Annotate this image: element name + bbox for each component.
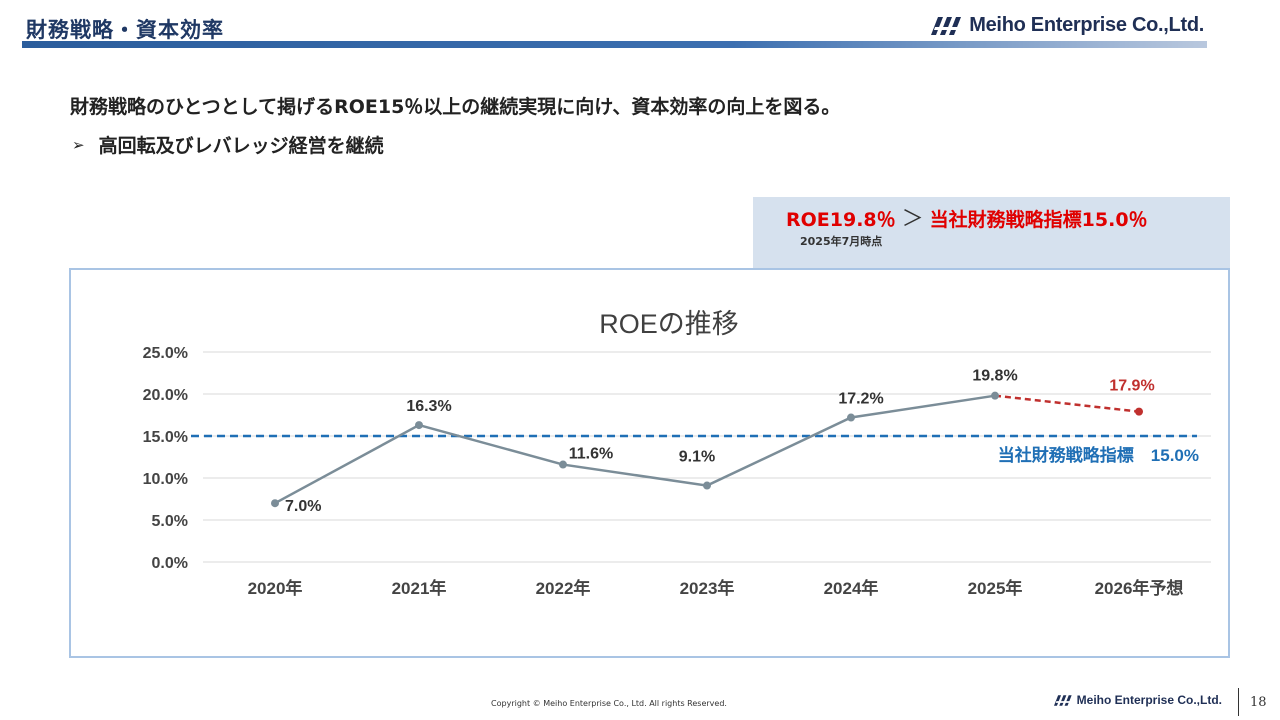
roe-forecast-line	[994, 394, 1140, 413]
y-tick-label: 15.0%	[143, 429, 188, 446]
data-label: 9.1%	[679, 449, 715, 466]
title-underline-bar	[22, 41, 1207, 48]
data-label: 19.8%	[972, 368, 1017, 385]
brand-footer: Meiho Enterprise Co.,Ltd.	[1053, 693, 1222, 707]
page-number-divider	[1238, 688, 1239, 716]
data-point	[415, 421, 423, 430]
x-tick-label: 2023年	[680, 578, 735, 598]
data-point	[847, 413, 855, 422]
x-tick-label: 2021年	[392, 578, 447, 598]
chart-title: ROEの推移	[599, 309, 739, 339]
data-point	[991, 391, 999, 400]
x-tick-label: 2026年予想	[1095, 578, 1184, 598]
y-tick-label: 0.0%	[152, 555, 188, 572]
data-label: 17.9%	[1109, 378, 1154, 395]
data-point	[703, 481, 711, 490]
roe-actual-line	[274, 394, 996, 505]
brand-header: Meiho Enterprise Co.,Ltd.	[931, 14, 1204, 37]
data-label: 17.2%	[838, 391, 883, 408]
data-point	[271, 499, 279, 508]
meiho-logo-icon	[931, 16, 965, 35]
data-label: 16.3%	[406, 398, 451, 415]
callout-headline: ROE19.8％＞当社財務戦略指標15.0％	[786, 201, 1148, 233]
x-tick-label: 2020年	[248, 578, 303, 598]
brand-footer-name: Meiho Enterprise Co.,Ltd.	[1076, 693, 1222, 707]
x-tick-label: 2024年	[824, 578, 879, 598]
callout-roe: ROE19.8％	[786, 209, 896, 231]
data-label: 11.6%	[569, 446, 613, 463]
y-tick-label: 20.0%	[143, 387, 188, 404]
bullet-text: 高回転及びレバレッジ経営を継続	[98, 135, 384, 157]
roe-chart-frame: ROEの推移 0.0% 5.0% 10.0% 15.0% 20.0% 25.0% 2020…	[69, 268, 1230, 658]
callout-date-note: 2025年7月時点	[800, 235, 883, 248]
page-number: 18	[1250, 695, 1267, 710]
x-tick-label: 2022年	[536, 578, 591, 598]
roe-callout: ROE19.8％＞当社財務戦略指標15.0％ 2025年7月時点	[753, 197, 1230, 269]
lead-text: 財務戦略のひとつとして掲げるROE15％以上の継続実現に向け、資本効率の向上を図…	[70, 96, 841, 118]
data-point	[1135, 407, 1143, 416]
y-tick-label: 5.0%	[152, 513, 188, 530]
brand-name: Meiho Enterprise Co.,Ltd.	[969, 14, 1204, 36]
x-tick-label: 2025年	[968, 578, 1023, 598]
roe-line-chart: ROEの推移 0.0% 5.0% 10.0% 15.0% 20.0% 25.0% 2020…	[143, 309, 1211, 598]
y-tick-label: 10.0%	[143, 471, 188, 488]
data-point	[559, 460, 567, 469]
y-tick-label: 25.0%	[143, 345, 188, 362]
reference-line-label: 当社財務戦略指標 15.0%	[998, 445, 1199, 465]
callout-greater-than: ＞	[901, 207, 924, 232]
meiho-logo-small-icon	[1053, 694, 1074, 706]
bullet-item: ➢ 高回転及びレバレッジ経営を継続	[72, 131, 384, 158]
callout-target: 当社財務戦略指標15.0％	[929, 209, 1148, 231]
data-label: 7.0%	[285, 498, 321, 515]
arrow-bullet-icon: ➢	[72, 135, 85, 154]
page-title: 財務戦略・資本効率	[26, 18, 224, 42]
footer-copyright: Copyright © Meiho Enterprise Co., Ltd. A…	[491, 699, 727, 708]
